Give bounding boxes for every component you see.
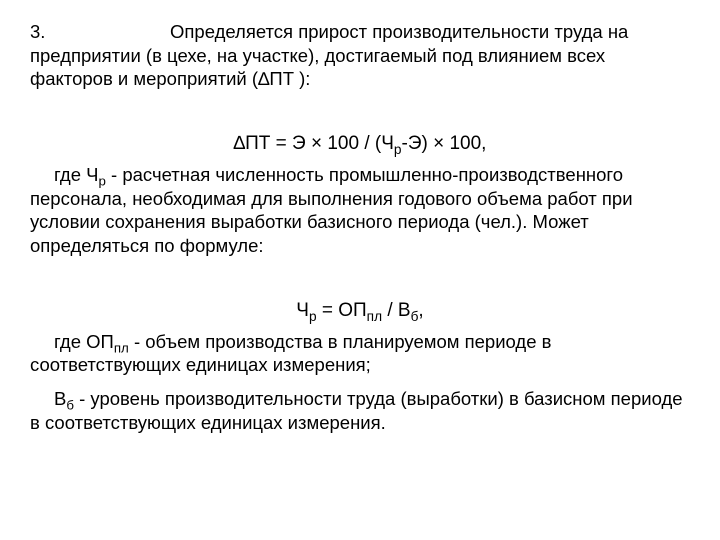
formula-1: ∆ПТ = Э × 100 / (Чр-Э) × 100, xyxy=(30,133,690,155)
list-number: 3. xyxy=(30,20,170,44)
f2-sub2: пл xyxy=(367,309,382,324)
p1-tail: ): xyxy=(294,68,310,89)
paragraph-2: где Чр - расчетная численность промышлен… xyxy=(30,163,690,258)
p3-a: где ОП xyxy=(54,331,114,352)
paragraph-3: где ОПпл - объем производства в планируе… xyxy=(30,330,690,377)
f1-b: -Э) × 100, xyxy=(402,133,487,154)
formula-2: Чр = ОПпл / Вб, xyxy=(30,300,690,322)
f2-a: Ч xyxy=(296,300,309,321)
f2-c: / В xyxy=(382,300,411,321)
paragraph-1: 3.Определяется прирост производительност… xyxy=(30,20,690,91)
p4-b: - уровень производительности труда (выра… xyxy=(30,388,683,433)
f2-b: = ОП xyxy=(317,300,367,321)
p2-a: где Ч xyxy=(54,164,98,185)
f1-a: ∆ПТ = Э × 100 / (Ч xyxy=(234,133,394,154)
document-page: 3.Определяется прирост производительност… xyxy=(0,0,720,540)
spacer xyxy=(30,101,690,115)
p1-delta: ∆ПТ xyxy=(258,68,294,89)
paragraph-4: Вб - уровень производительности труда (в… xyxy=(30,387,690,434)
f2-d: , xyxy=(418,300,423,321)
f1-sub1: р xyxy=(394,142,402,157)
p2-b: - расчетная численность промышленно-прои… xyxy=(30,164,633,256)
p2-sub: р xyxy=(98,174,105,189)
f2-sub1: р xyxy=(309,309,317,324)
p4-sub: б xyxy=(66,398,74,413)
p4-a: В xyxy=(54,388,66,409)
spacer xyxy=(30,268,690,282)
